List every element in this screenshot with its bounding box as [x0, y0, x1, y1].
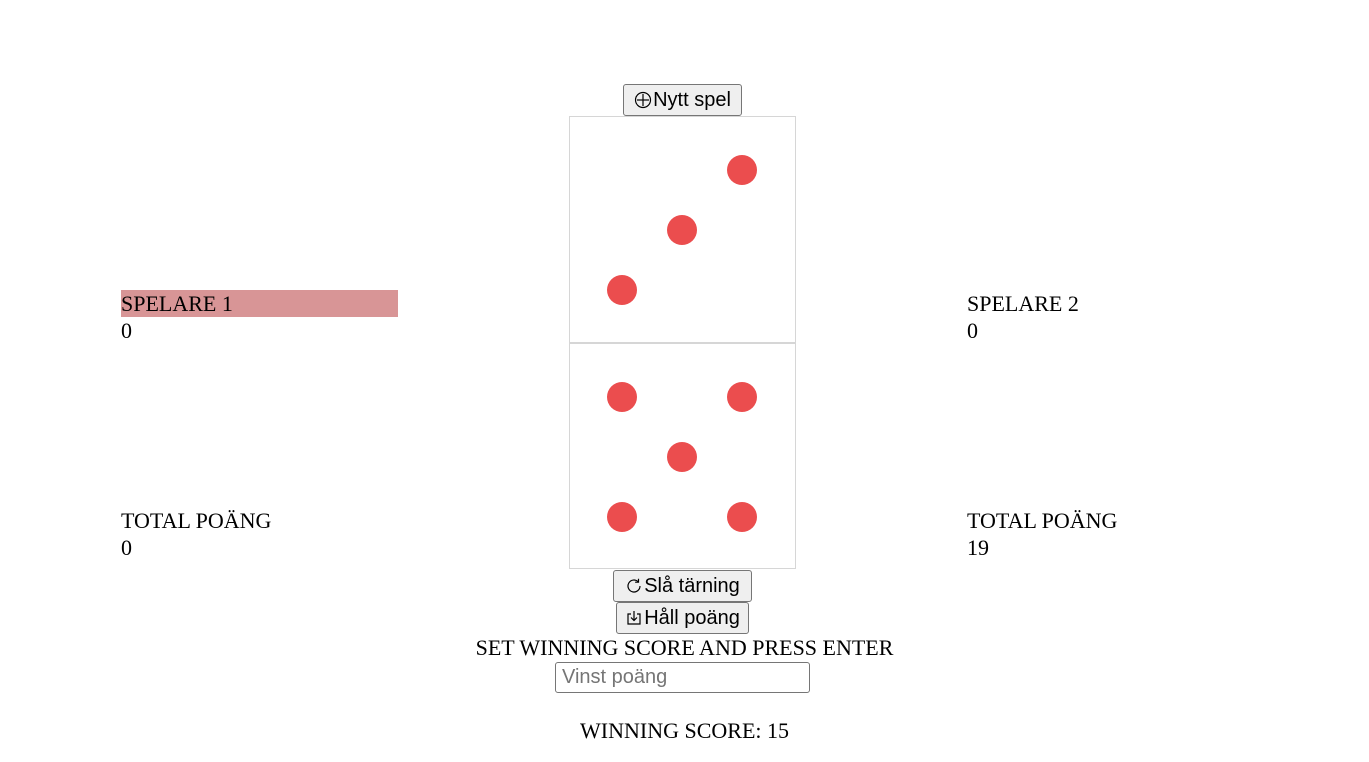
- die-2: [569, 342, 796, 569]
- player-2-round-score: 0: [967, 318, 978, 343]
- die-2-pip: [727, 382, 757, 412]
- hold-score-label: Håll poäng: [644, 606, 740, 629]
- player-1-round-score: 0: [121, 318, 132, 343]
- die-2-pip: [667, 442, 697, 472]
- hold-score-button[interactable]: Håll poäng: [616, 602, 749, 634]
- die-1-pip: [607, 275, 637, 305]
- player-2-total-score: 19: [967, 535, 989, 560]
- roll-dice-button[interactable]: Slå tärning: [613, 570, 752, 602]
- player-2-name: SPELARE 2: [967, 291, 1079, 316]
- die-1: [569, 116, 796, 343]
- player-2-total-label: TOTAL POÄNG: [967, 508, 1118, 533]
- new-game-button[interactable]: Nytt spel: [623, 84, 742, 116]
- die-2-pip: [607, 502, 637, 532]
- winning-score-display: WINNING SCORE: 15: [580, 718, 789, 743]
- die-1-pip: [667, 215, 697, 245]
- player-1-name: SPELARE 1: [121, 290, 398, 317]
- die-1-pip: [727, 155, 757, 185]
- refresh-icon: [625, 577, 643, 595]
- set-winning-score-label: SET WINNING SCORE AND PRESS ENTER: [475, 635, 894, 660]
- roll-dice-label: Slå tärning: [644, 574, 740, 597]
- die-2-pip: [727, 502, 757, 532]
- die-2-pip: [607, 382, 637, 412]
- winning-score-input[interactable]: [555, 662, 810, 693]
- plus-circle-icon: [634, 91, 652, 109]
- player-1-total-score: 0: [121, 535, 132, 560]
- new-game-label: Nytt spel: [653, 88, 731, 111]
- player-1-total-label: TOTAL POÄNG: [121, 508, 272, 533]
- download-box-icon: [625, 609, 643, 627]
